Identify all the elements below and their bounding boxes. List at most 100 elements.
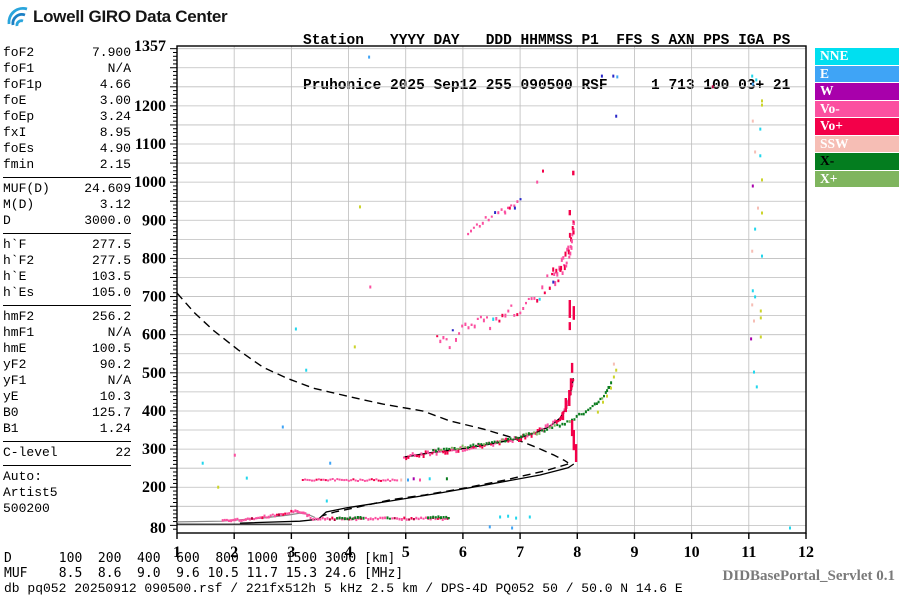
- scaled-parameters-panel: foF2 7.900 foF1 N/A foF1p 4.66 foE 3.00 foEp 3.24…: [3, 45, 131, 517]
- param-row: foF1p 4.66: [3, 77, 131, 93]
- param-label: yF1: [3, 373, 27, 388]
- noise-specks: [201, 55, 791, 530]
- y-tick-label: 500: [142, 365, 166, 382]
- param-label: C-level: [3, 445, 58, 460]
- param-label: h`E: [3, 269, 27, 284]
- legend-item-w: W: [815, 83, 899, 100]
- param-label: Auto:: [3, 469, 43, 484]
- param-row: Artist5: [3, 485, 131, 501]
- muf-table: D 100 200 400 600 800 1000 1500 3000 [km…: [4, 551, 403, 581]
- param-value: 22: [115, 445, 131, 460]
- param-row: C-level 22: [3, 445, 131, 461]
- param-row: hmE 100.5: [3, 341, 131, 357]
- x-tick-label: 11: [741, 544, 756, 561]
- param-value: 103.5: [91, 269, 131, 284]
- param-row: foF2 7.900: [3, 45, 131, 61]
- param-row: 500200: [3, 501, 131, 517]
- param-row: foEs 4.90: [3, 141, 131, 157]
- param-row: fxI 8.95: [3, 125, 131, 141]
- y-tick-label: 1100: [135, 136, 166, 153]
- param-value: 100.5: [91, 341, 131, 356]
- param-label: fxI: [3, 125, 27, 140]
- spread-bars: [561, 170, 578, 462]
- param-row: yF1 N/A: [3, 373, 131, 389]
- param-label: foF1: [3, 61, 35, 76]
- param-row: h`Es 105.0: [3, 285, 131, 301]
- param-label: yE: [3, 389, 19, 404]
- param-label: hmE: [3, 341, 27, 356]
- y-tick-label: 600: [142, 327, 166, 344]
- x-tick-label: 8: [573, 544, 581, 561]
- echo-scatter: [221, 198, 613, 523]
- muf-transmission-curve-lower: [321, 463, 569, 517]
- muf-transmission-curve-upper: [176, 292, 569, 464]
- legend-item-vo-: Vo-: [815, 100, 899, 117]
- param-row: yF2 90.2: [3, 357, 131, 373]
- param-label: hmF2: [3, 309, 35, 324]
- muf-distance-row: D 100 200 400 600 800 1000 1500 3000 [km…: [4, 551, 396, 566]
- param-value: 90.2: [99, 357, 131, 372]
- param-value: 256.2: [91, 309, 131, 324]
- param-row: B0 125.7: [3, 405, 131, 421]
- trace-lines: [176, 292, 575, 525]
- param-row: yE 10.3: [3, 389, 131, 405]
- y-tick-label: 900: [142, 212, 166, 229]
- legend-item-nne: NNE: [815, 48, 899, 65]
- param-label: foE: [3, 93, 27, 108]
- x-tick-label: 4: [345, 544, 353, 561]
- param-label: D: [3, 213, 11, 228]
- y-tick-label: 200: [142, 479, 166, 496]
- param-value: N/A: [107, 325, 131, 340]
- param-label: foEs: [3, 141, 35, 156]
- legend-item-ssw: SSW: [815, 135, 899, 152]
- param-label: h`F: [3, 237, 27, 252]
- param-label: yF2: [3, 357, 27, 372]
- y-tick-label: 300: [142, 441, 166, 458]
- param-value: 2.15: [99, 157, 131, 172]
- x-tick-label: 6: [459, 544, 467, 561]
- status-line: db pq052 20250912 090500.rsf / 221fx512h…: [4, 581, 683, 596]
- param-row: foE 3.00: [3, 93, 131, 109]
- f2-second-hop-cusp: [551, 220, 575, 287]
- param-label: hmF1: [3, 325, 35, 340]
- x-tick-label: 9: [630, 544, 638, 561]
- direction-legend: NNE E W Vo- Vo+ SSW X- X+: [815, 48, 899, 188]
- param-label: B0: [3, 405, 19, 420]
- param-value: 10.3: [99, 389, 131, 404]
- param-value: 4.90: [99, 141, 131, 156]
- param-value: 125.7: [91, 405, 131, 420]
- x-tick-label: 2: [230, 544, 238, 561]
- param-value: 3.24: [99, 109, 131, 124]
- param-value: 3.12: [99, 197, 131, 212]
- param-row: foF1 N/A: [3, 61, 131, 77]
- param-label: 500200: [3, 501, 50, 516]
- param-label: M(D): [3, 197, 35, 212]
- legend-item-e: E: [815, 65, 899, 82]
- header-columns-row: Station YYYY DAY DDD HHMMSS P1 FFS S AXN…: [303, 33, 791, 49]
- param-row: MUF(D) 24.609: [3, 181, 131, 197]
- param-row: Auto:: [3, 469, 131, 485]
- second-hop-upper-branch: [467, 198, 522, 236]
- panel-separator: [3, 233, 131, 234]
- param-label: h`Es: [3, 285, 35, 300]
- servlet-version-label: DIDBasePortal_Servlet 0.1: [722, 568, 895, 584]
- param-value: 7.900: [91, 45, 131, 60]
- axes: 1357120011001000900800700600500400300200…: [134, 38, 814, 561]
- param-value: N/A: [107, 61, 131, 76]
- param-label: fmin: [3, 157, 35, 172]
- lowell-giro-logo: Lowell GIRO Data Center: [6, 5, 228, 28]
- panel-separator: [3, 441, 131, 442]
- param-value: N/A: [107, 373, 131, 388]
- panel-separator: [3, 177, 131, 178]
- param-row: M(D) 3.12: [3, 197, 131, 213]
- param-row: h`F2 277.5: [3, 253, 131, 269]
- param-label: h`F2: [3, 253, 35, 268]
- y-tick-label: 80: [150, 520, 166, 537]
- giro-arcs-icon: [7, 7, 28, 27]
- param-value: 1.24: [99, 421, 131, 436]
- param-label: foEp: [3, 109, 35, 124]
- param-value: 277.5: [91, 237, 131, 252]
- param-row: D 3000.0: [3, 213, 131, 229]
- x-tick-label: 12: [798, 544, 814, 561]
